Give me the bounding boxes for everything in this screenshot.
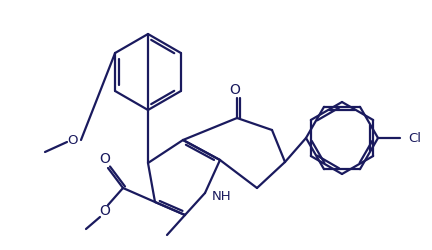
Text: O: O <box>67 134 77 146</box>
Text: O: O <box>99 152 111 166</box>
Text: Cl: Cl <box>408 132 421 144</box>
Text: O: O <box>99 204 111 218</box>
Text: O: O <box>229 83 241 97</box>
Text: NH: NH <box>212 190 232 203</box>
